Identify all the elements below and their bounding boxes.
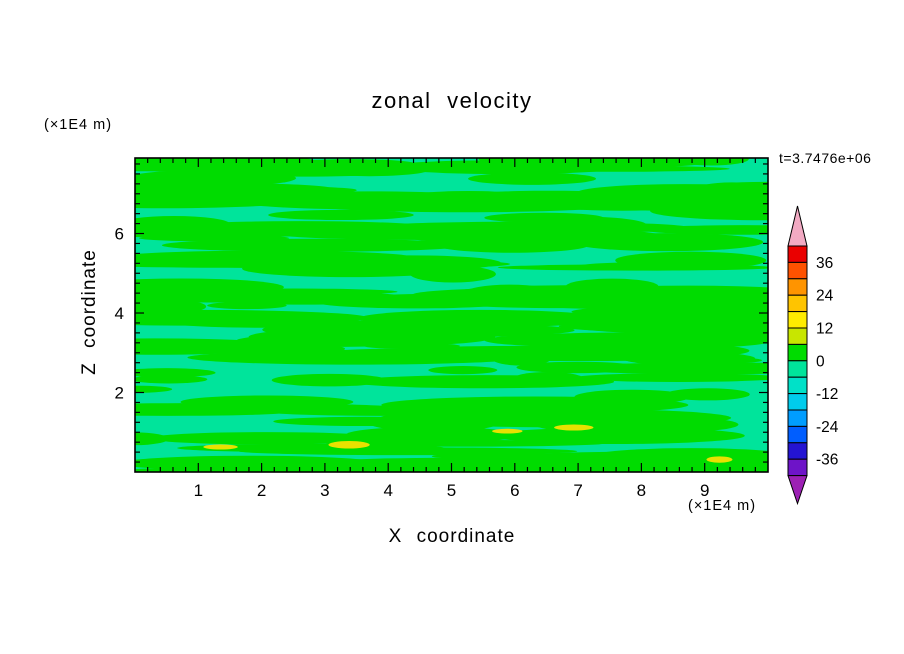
svg-text:36: 36	[816, 255, 833, 272]
colorbar-labels: 36 24 12 0 -12 -24 -36	[816, 255, 839, 469]
colorbar-under-arrow	[787, 475, 808, 506]
svg-text:12: 12	[816, 321, 833, 338]
svg-text:-36: -36	[816, 452, 838, 469]
y-axis-unit-label: (×1E4 m)	[44, 117, 113, 133]
svg-text:1: 1	[194, 481, 203, 500]
svg-text:8: 8	[637, 481, 646, 500]
timestamp-label: t=3.7476e+06	[779, 150, 872, 166]
svg-text:5: 5	[447, 481, 456, 500]
svg-text:24: 24	[816, 288, 834, 305]
svg-text:3: 3	[320, 481, 329, 500]
colorbar-over-arrow	[787, 205, 808, 247]
svg-text:0: 0	[816, 353, 825, 370]
svg-text:2: 2	[115, 384, 124, 403]
y-axis-label: Z coordinate	[79, 249, 100, 375]
axis-tick-labels: 1 2 3 4 5 6 7 8 9 2 4 6	[115, 225, 710, 500]
x-axis-unit-label: (×1E4 m)	[688, 498, 757, 514]
axis-ticks	[135, 158, 768, 472]
svg-text:4: 4	[383, 481, 392, 500]
contour-field	[135, 158, 768, 472]
svg-text:4: 4	[115, 304, 124, 323]
svg-text:6: 6	[115, 225, 124, 244]
chart-title: zonal velocity	[371, 88, 533, 113]
svg-text:-12: -12	[816, 386, 838, 403]
svg-text:6: 6	[510, 481, 519, 500]
colorbar	[787, 205, 808, 506]
svg-text:9: 9	[700, 481, 709, 500]
svg-text:-24: -24	[816, 419, 839, 436]
x-axis-label: X coordinate	[388, 526, 516, 547]
svg-text:2: 2	[257, 481, 266, 500]
svg-text:7: 7	[573, 481, 582, 500]
